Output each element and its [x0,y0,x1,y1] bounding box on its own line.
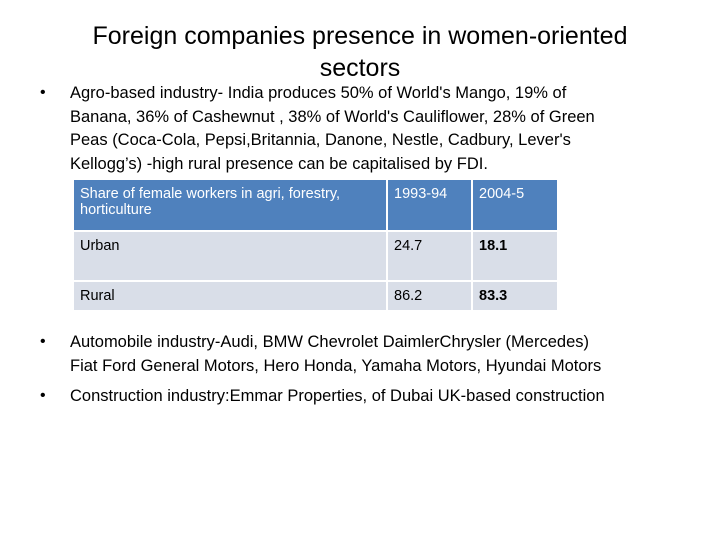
table-cell: 86.2 [386,280,473,312]
slide-title: sectors [319,54,401,82]
bullet-line: Construction industry:Emmar Properties, … [70,387,605,405]
bullet-dot: • [40,333,46,350]
bullet-line: Automobile industry-Audi, BMW Chevrolet … [70,333,589,351]
bullet-dot: • [40,84,46,101]
table-cell: 18.1 [471,230,559,282]
bullet-line: Kellogg’s) -high rural presence can be c… [70,154,488,173]
header-row: Share of female workers in agri, forestr… [72,178,559,232]
bullet-dot: • [40,387,46,404]
table-row: Rural 86.2 83.3 [72,280,559,312]
data-table: Share of female workers in agri, forestr… [72,178,559,312]
bullet-line: Fiat Ford General Motors, Hero Honda, Ya… [70,356,602,375]
table-cell: Rural [72,280,388,312]
bullet-line: Peas (Coca-Cola, Pepsi,Britannia, Danone… [70,131,571,149]
bullet-line: Banana, 36% of Cashewnut , 38% of World'… [70,107,595,126]
header-cell: Share of female workers in agri, forestr… [72,178,388,232]
table-cell: 24.7 [386,230,473,282]
bullet-line: Agro-based industry- India produces 50% … [70,84,567,102]
table-cell: Urban [72,230,388,282]
header-cell: 2004-5 [471,178,559,232]
header-cell: 1993-94 [386,178,473,232]
table-row: Urban 24.7 18.1 [72,230,559,282]
table-cell: 83.3 [471,280,559,312]
slide-title: Foreign companies presence in women-orie… [92,22,628,50]
